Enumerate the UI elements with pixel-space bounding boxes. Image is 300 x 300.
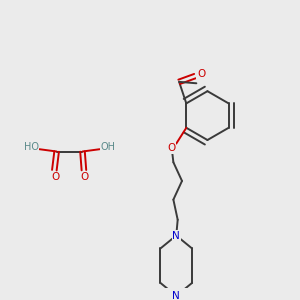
Text: O: O — [167, 143, 175, 153]
Text: O: O — [51, 172, 59, 182]
Text: OH: OH — [100, 142, 115, 152]
Text: N: N — [172, 291, 180, 300]
Text: N: N — [172, 230, 180, 241]
Text: O: O — [197, 69, 206, 79]
Text: O: O — [81, 172, 89, 182]
Text: HO: HO — [24, 142, 39, 152]
